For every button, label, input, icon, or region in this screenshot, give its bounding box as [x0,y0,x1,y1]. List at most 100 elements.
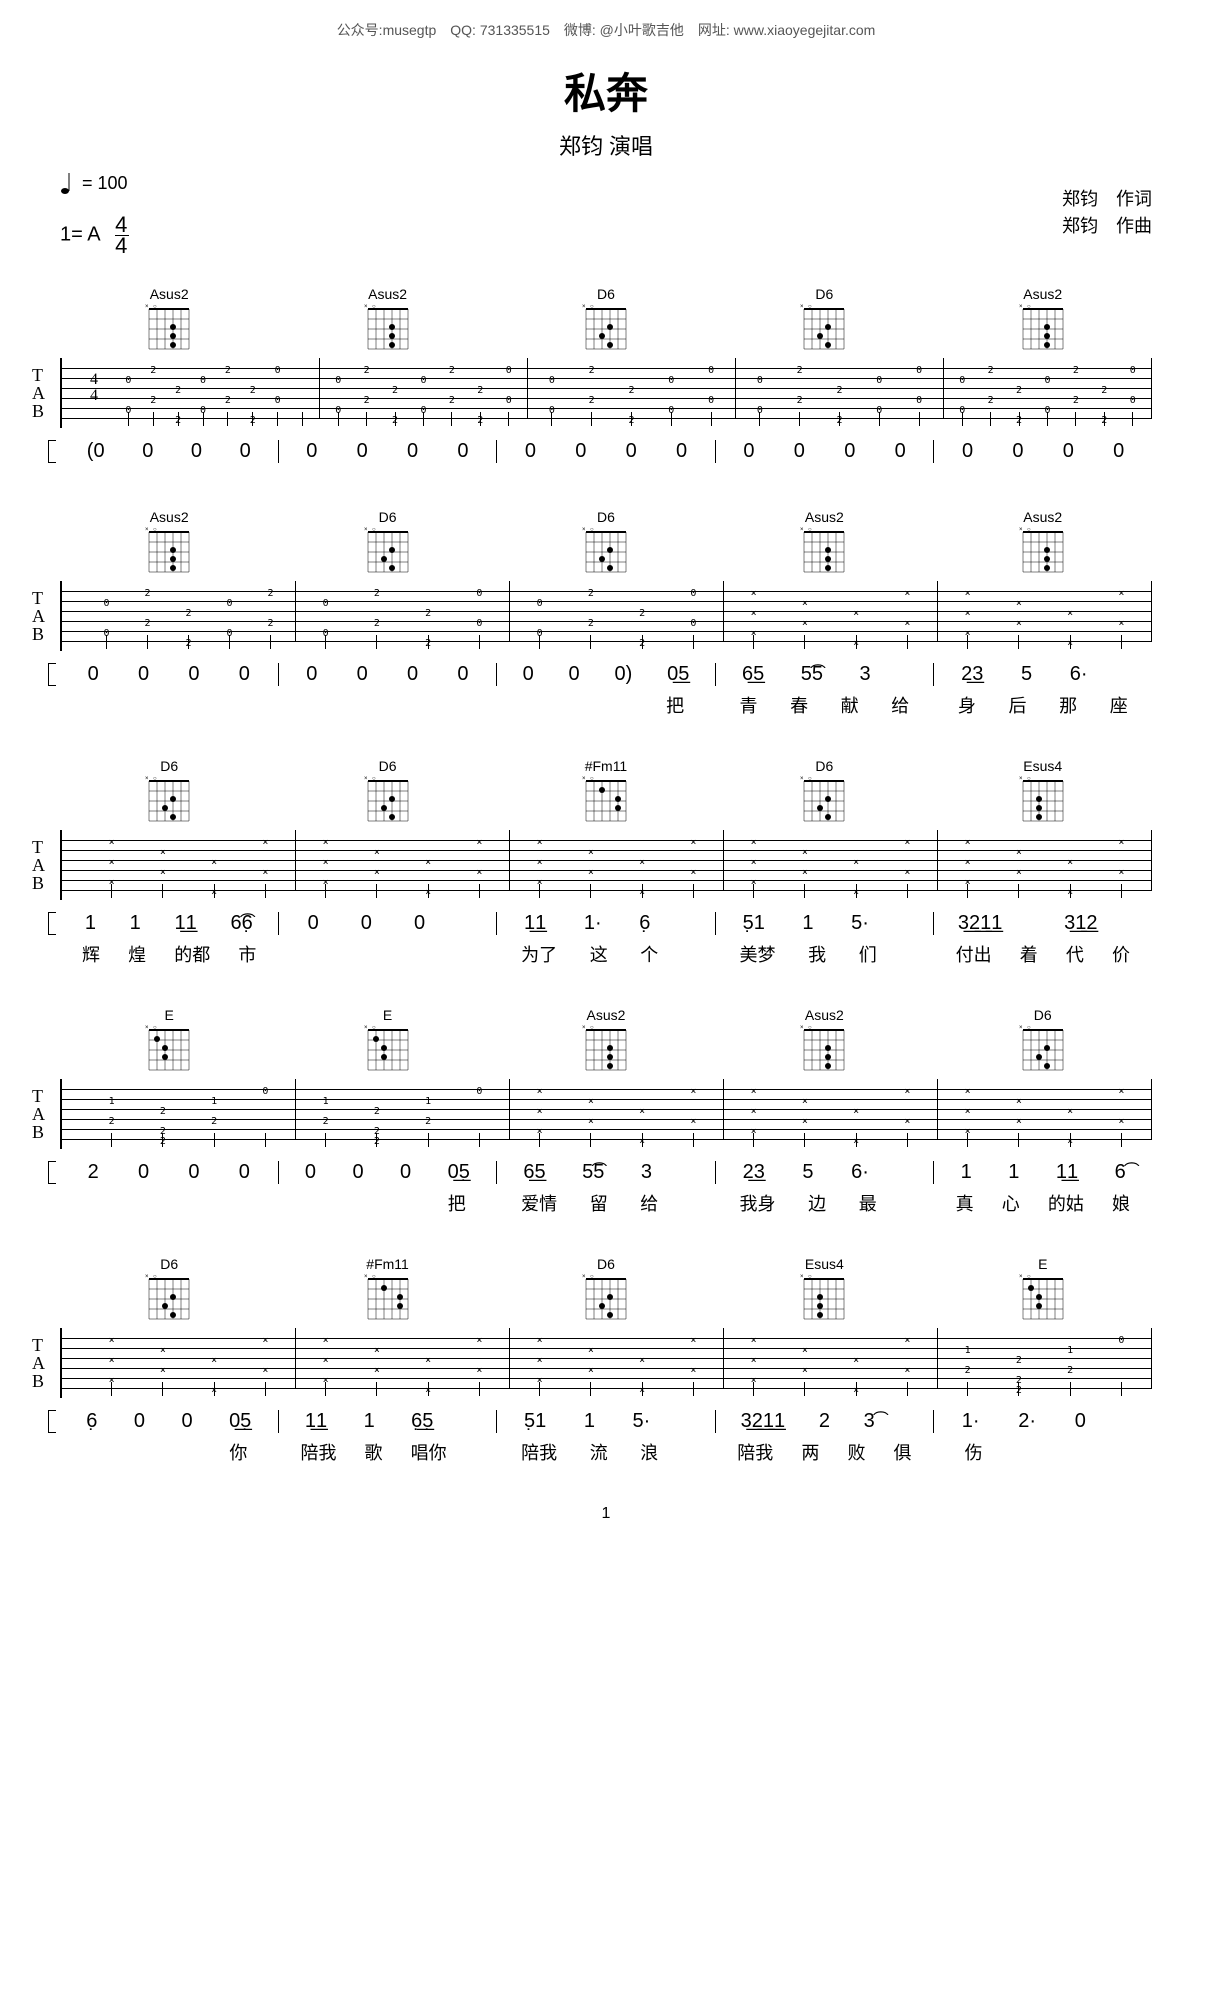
chord-name: D6 [734,758,914,774]
jianpu-measure: 0000͟5̣ [279,1161,498,1184]
jianpu-note: 0 [357,440,368,463]
tab-measure: ××××××××× [82,830,296,890]
tab-measure: 12222120 [938,1328,1152,1388]
chord-diagram: ×○ [1018,776,1068,826]
system: D6×○D6×○#Fm11×○D6×○Esus4×○TAB×××××××××××… [60,758,1152,967]
jianpu-note: 2 [819,1410,830,1433]
jianpu-note: 1 [1008,1161,1019,1184]
chord-diagram: ×○ [363,1025,413,1075]
tab-measure: ××××××××× [510,1328,724,1388]
lyric-word: 煌 [128,941,146,967]
meta-row: = 100 1= A 4 4 郑钧 作词 郑钧 作曲 [60,171,1152,256]
jianpu-note: 1· [584,912,602,935]
jianpu-note: 0 [352,1161,363,1184]
jianpu-measure: 111͟16͡6̣ [60,912,279,935]
jianpu-measure: 6͟55͡53 [716,663,935,686]
chord-box: Asus2×○ [79,286,259,354]
chord-name: D6 [516,286,696,302]
jianpu-note: 0 [142,440,153,463]
jianpu-note: 0) [614,663,632,686]
lyric-word: 我身 [740,1190,776,1216]
jianpu-note: 1 [130,912,141,935]
chord-name: #Fm11 [516,758,696,774]
chord-diagram: ×○ [581,1274,631,1324]
svg-text:×: × [1019,776,1023,782]
chord-diagram: ×○ [1018,1274,1068,1324]
jianpu-note: 1 [584,1410,595,1433]
lyric-measure: 美梦我们 [715,941,933,967]
jianpu-note: 6͟5 [523,1161,545,1184]
chord-name: E [298,1007,478,1023]
chord-diagram: ×○ [363,527,413,577]
tab-measure: ××××××××× [724,1328,938,1388]
lyric-word: 陪我 [521,1439,557,1465]
chord-row: Asus2×○Asus2×○D6×○D6×○Asus2×○ [60,286,1152,354]
lyric-word: 你 [229,1439,247,1465]
jianpu-note: 1 [364,1410,375,1433]
svg-text:×: × [1019,1025,1023,1031]
jianpu-measure: 1͟116̣͟5̣ [279,1410,498,1433]
svg-text:○: ○ [372,1274,376,1280]
jianpu-note: 5 [1021,663,1032,686]
chord-name: D6 [516,509,696,525]
jianpu-note: 0 [575,440,586,463]
lyric-word: 给 [891,692,909,718]
lyric-measure: 陪我两败俱 [715,1439,933,1465]
jianpu-note: 0 [407,663,418,686]
jianpu-note: 0 [306,663,317,686]
lyric-measure: 陪我流浪 [497,1439,715,1465]
chord-name: D6 [298,509,478,525]
chord-diagram: ×○ [363,304,413,354]
jianpu-note: 0 [407,440,418,463]
svg-text:○: ○ [808,1274,812,1280]
svg-text:○: ○ [153,1274,157,1280]
lyricist: 郑钧 作词 [1062,186,1152,213]
jianpu-note: 0 [400,1161,411,1184]
chord-name: Asus2 [953,286,1133,302]
jianpu-note: 6· [851,1161,869,1184]
chord-diagram: ×○ [363,776,413,826]
lyric-word: 心 [1002,1190,1020,1216]
jianpu-note: 6͡6̣ [230,912,252,935]
jianpu-measure: 5̣115· [497,1410,716,1433]
chord-row: Asus2×○D6×○D6×○Asus2×○Asus2×○ [60,509,1152,577]
chord-box: D6×○ [79,1256,259,1324]
lyric-word: 娘 [1112,1190,1130,1216]
lyric-word: 辉 [82,941,100,967]
jianpu-note: 6͡ [1115,1161,1126,1184]
lyric-word: 青 [740,692,758,718]
svg-text:×: × [582,304,586,310]
lyric-word: 浪 [640,1439,658,1465]
chord-box: Asus2×○ [734,509,914,577]
svg-text:×: × [1019,304,1023,310]
chord-diagram: ×○ [799,1274,849,1324]
chord-box: Asus2×○ [516,1007,696,1075]
svg-text:○: ○ [153,1025,157,1031]
lyric-word: 留 [590,1190,608,1216]
lyric-row: 把青春献给身后那座 [60,692,1152,718]
jianpu-measure: 3͟2͟1͟123͡ [716,1410,935,1433]
tab-measure: 00222200222200 [112,358,320,418]
svg-text:×: × [364,1274,368,1280]
svg-text:○: ○ [1027,527,1031,533]
chord-diagram: ×○ [144,1274,194,1324]
chord-box: Asus2×○ [298,286,478,354]
chord-name: Asus2 [79,286,259,302]
lyric-word: 最 [859,1190,877,1216]
lyric-word: 两 [801,1439,819,1465]
lyric-measure [60,692,278,718]
jianpu-note: 5· [851,912,869,935]
song-title: 私奔 [60,60,1152,121]
svg-text:○: ○ [808,304,812,310]
tab-measure: 00222200 [296,581,510,641]
svg-text:○: ○ [1027,1025,1031,1031]
tab-measure: ××××××××× [724,581,938,641]
tab-staff: TAB××××××××××××××××××××××××××××××××××××1… [60,1328,1152,1398]
svg-text:×: × [145,1025,149,1031]
svg-text:×: × [582,1025,586,1031]
svg-text:×: × [800,1274,804,1280]
jianpu-note: 6͟5 [742,663,764,686]
chord-box: Asus2×○ [79,509,259,577]
chord-box: D6×○ [953,1007,1133,1075]
jianpu-note: 0 [357,663,368,686]
